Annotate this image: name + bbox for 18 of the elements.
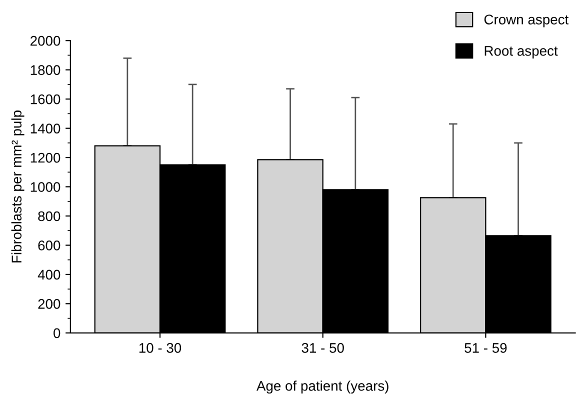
y-tick-label: 1600 bbox=[30, 94, 60, 104]
y-tick-label: 2000 bbox=[30, 36, 60, 46]
y-tick-label: 800 bbox=[38, 211, 60, 222]
y-tick-label: 600 bbox=[38, 240, 60, 250]
y-axis-title: Fibroblasts per mm² pulp bbox=[11, 110, 24, 262]
y-tick-label: 200 bbox=[38, 299, 60, 309]
legend-label: Crown aspect bbox=[484, 14, 569, 28]
x-tick-label: 51 - 59 bbox=[464, 343, 507, 353]
y-tick-label: 1800 bbox=[30, 65, 60, 75]
x-tick-label: 10 - 30 bbox=[139, 343, 182, 353]
y-tick-label: 1200 bbox=[30, 152, 60, 163]
y-tick-label: 1400 bbox=[30, 124, 60, 134]
y-tick-label: 0 bbox=[54, 328, 60, 338]
x-tick-label: 31 - 50 bbox=[302, 343, 344, 353]
y-tick-label: 400 bbox=[38, 270, 60, 280]
x-axis-title: Age of patient (years) bbox=[256, 380, 388, 394]
y-tick-label: 1000 bbox=[30, 182, 60, 192]
legend-label: Root aspect bbox=[484, 46, 558, 59]
